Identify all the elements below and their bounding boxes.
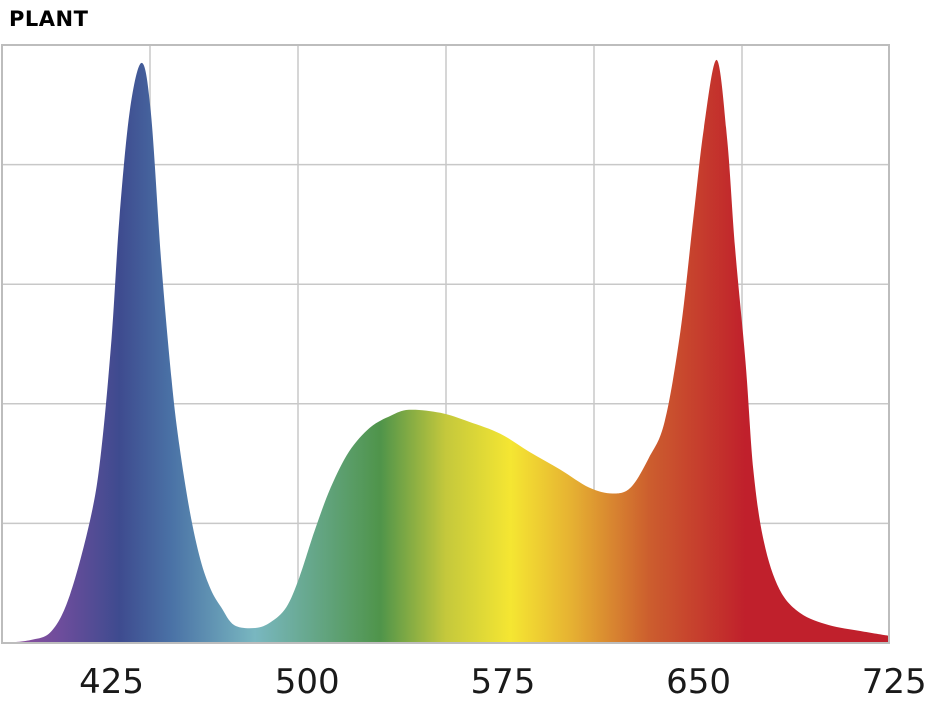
spectrum-area: [2, 59, 889, 643]
x-tick-label: 650: [666, 662, 731, 702]
x-tick-label: 575: [470, 662, 535, 702]
x-tick-label: 425: [79, 662, 144, 702]
x-tick-label: 725: [862, 662, 927, 702]
plot-frame: [1, 44, 890, 644]
chart-title: PLANT: [9, 7, 89, 31]
x-tick-label: 500: [275, 662, 340, 702]
